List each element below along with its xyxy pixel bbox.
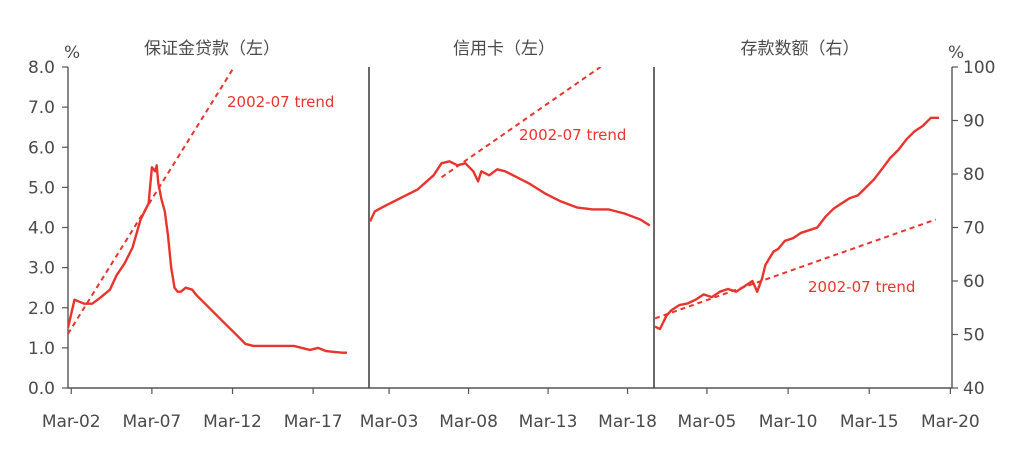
x-tick-label: Mar-02 <box>42 412 101 432</box>
left-y-tick-label: 3.0 <box>28 259 55 279</box>
right-y-tick-label: 100 <box>963 58 995 78</box>
x-tick-label: Mar-10 <box>759 412 818 432</box>
chart-panel-2: 信用卡（左） Mar-03 Mar-08 Mar-13 Mar-18 2002-07 tr… <box>360 39 657 432</box>
data-line <box>68 164 347 354</box>
x-tick-label: Mar-20 <box>921 412 980 432</box>
data-line <box>655 116 939 331</box>
left-y-tick-label: 4.0 <box>28 219 55 239</box>
right-y-tick-label: 90 <box>963 112 985 132</box>
left-y-tick-label: 6.0 <box>28 138 55 158</box>
right-y-unit-label: % <box>948 43 964 63</box>
x-tick-label: Mar-12 <box>203 412 262 432</box>
right-y-tick-label: 50 <box>963 326 985 346</box>
trend-annotation: 2002-07 trend <box>808 278 915 296</box>
right-y-tick-label: 70 <box>963 219 985 239</box>
x-tick-label: Mar-15 <box>840 412 899 432</box>
left-y-tick-label: 7.0 <box>28 98 55 118</box>
left-y-tick-label: 0.0 <box>28 379 55 399</box>
panel-title: 存款数额（右） <box>741 39 860 59</box>
chart-panel-3: 存款数额（右） Mar-05 Mar-10 Mar-15 Mar-20 2002-07 t… <box>655 39 980 432</box>
x-tick-label: Mar-03 <box>360 412 419 432</box>
trend-annotation: 2002-07 trend <box>227 93 334 111</box>
left-y-tick-label: 1.0 <box>28 339 55 359</box>
panel-title: 信用卡（左） <box>453 39 555 59</box>
trend-line <box>440 67 602 179</box>
x-tick-label: Mar-05 <box>678 412 737 432</box>
trend-line <box>68 67 235 335</box>
left-y-tick-label: 5.0 <box>28 178 55 198</box>
x-tick-label: Mar-07 <box>122 412 181 432</box>
x-tick-label: Mar-17 <box>284 412 343 432</box>
left-y-tick-label: 8.0 <box>28 58 55 78</box>
right-y-tick-label: 60 <box>963 272 985 292</box>
right-y-tick-label: 40 <box>963 379 985 399</box>
left-y-tick-label: 2.0 <box>28 299 55 319</box>
trend-line <box>655 218 937 320</box>
x-tick-label: Mar-08 <box>439 412 498 432</box>
right-y-tick-label: 80 <box>963 165 985 185</box>
x-tick-label: Mar-18 <box>598 412 657 432</box>
data-line <box>370 160 651 227</box>
x-tick-label: Mar-13 <box>519 412 578 432</box>
chart-panel-1: 保证金贷款（左） Mar-02 Mar-07 Mar-12 Mar-17 2002-07 … <box>42 39 347 432</box>
left-y-unit-label: % <box>64 43 80 63</box>
panel-title: 保证金贷款（左） <box>144 39 280 59</box>
trend-annotation: 2002-07 trend <box>519 126 626 144</box>
